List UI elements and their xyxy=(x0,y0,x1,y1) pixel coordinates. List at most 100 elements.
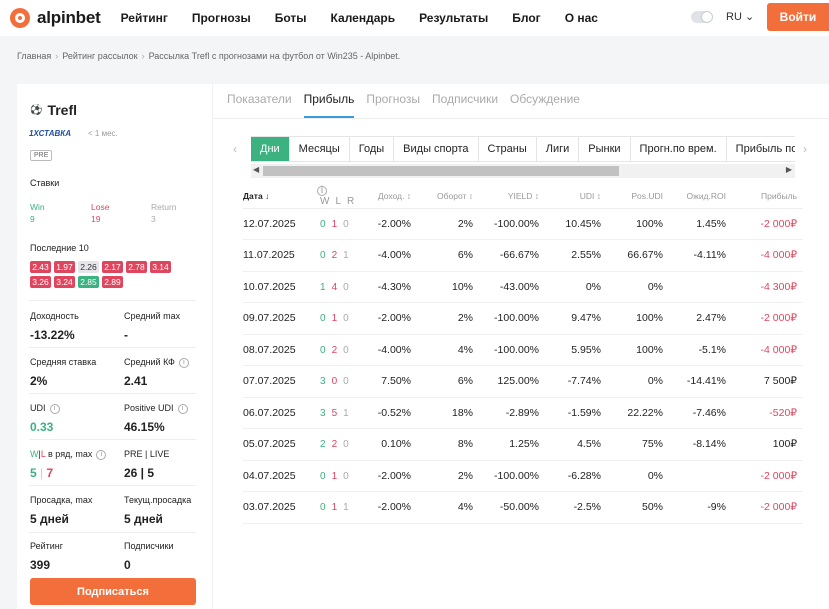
col-date[interactable]: Дата ↓ xyxy=(243,184,317,209)
scrollbar-thumb[interactable] xyxy=(263,166,619,176)
col-udi[interactable]: UDI ↕ xyxy=(545,184,607,209)
login-button[interactable]: Войти xyxy=(767,3,829,31)
filter-years[interactable]: Годы xyxy=(350,137,395,161)
col-profit: Прибыль xyxy=(732,184,803,209)
col-turnover[interactable]: Оборот ↕ xyxy=(417,184,479,209)
wl-streak-value: 5 | 7 xyxy=(30,466,54,480)
pre-badge: PRE xyxy=(30,150,53,161)
last10-chip: 2.26 xyxy=(78,261,99,273)
filter-markets[interactable]: Рынки xyxy=(579,137,631,161)
lose-label: Lose xyxy=(91,202,110,212)
nav-results[interactable]: Результаты xyxy=(419,11,489,25)
nav-calendar[interactable]: Календарь xyxy=(330,11,396,25)
subscribe-button[interactable]: Подписаться xyxy=(30,578,196,605)
main-nav: Рейтинг Прогнозы Боты Календарь Результа… xyxy=(121,11,622,25)
cell-profit: -4 000₽ xyxy=(732,334,803,366)
info-icon[interactable]: i xyxy=(49,403,60,414)
cell-income: -2.00% xyxy=(365,491,417,524)
tab-discussion[interactable]: Обсуждение xyxy=(510,92,580,106)
scroll-right-icon[interactable]: ▶ xyxy=(785,165,792,174)
scroll-left-icon[interactable]: ◀ xyxy=(253,165,260,174)
cell-date: 06.07.2025 xyxy=(243,397,317,429)
last10-chip: 2.89 xyxy=(102,276,123,288)
rating-value: 399 xyxy=(30,558,51,572)
last10-chip: 2.17 xyxy=(102,261,123,273)
tab-profit[interactable]: Прибыль xyxy=(303,92,355,118)
win-label: Win xyxy=(30,202,45,212)
info-icon[interactable]: i xyxy=(96,449,107,460)
logo[interactable]: alpinbet xyxy=(10,8,101,28)
cell-date: 07.07.2025 xyxy=(243,365,317,398)
table-row: 09.07.2025 0 1 0 -2.00% 2% -100.00% 9.47% 100% 2.… xyxy=(243,302,803,335)
breadcrumb-current: Рассылка Trefl с прогнозами на футбол от… xyxy=(148,51,401,61)
logo-icon xyxy=(10,8,30,28)
chevron-left-icon[interactable]: ‹ xyxy=(233,142,237,156)
profile-name: Trefl xyxy=(47,102,78,118)
col-income[interactable]: Доход. ↕ xyxy=(365,184,417,209)
table-row: 10.07.2025 1 4 0 -4.30% 10% -43.00% 0% 0% -4 300₽ xyxy=(243,271,803,303)
table-row: 12.07.2025 0 1 0 -2.00% 2% -100.00% 10.45% 100% 1… xyxy=(243,208,803,240)
cell-profit: -2 000₽ xyxy=(732,208,803,240)
tab-indicators[interactable]: Показатели xyxy=(227,92,292,106)
udi-label: UDI i xyxy=(30,403,60,414)
table-row: 03.07.2025 0 1 1 -2.00% 4% -50.00% -2.5% 50% -9% -… xyxy=(243,491,803,524)
info-icon[interactable]: i xyxy=(317,185,327,196)
logo-text: alpinbet xyxy=(37,8,101,27)
cell-income: -4.30% xyxy=(365,271,417,303)
filter-months[interactable]: Месяцы xyxy=(290,137,350,161)
breadcrumb-home[interactable]: Главная xyxy=(17,51,52,61)
language-select[interactable]: RU ⌄ xyxy=(726,11,755,23)
last10-chip: 2.78 xyxy=(126,261,147,273)
nav-forecasts[interactable]: Прогнозы xyxy=(191,11,251,25)
filter-tabs: Дни Месяцы Годы Виды спорта Страны Лиги … xyxy=(251,136,795,162)
avgmax-value: - xyxy=(124,328,128,342)
cell-udi: 5.95% xyxy=(545,334,607,366)
filter-forecast-time[interactable]: Прогн.по врем. xyxy=(631,137,727,161)
table-row: 06.07.2025 3 5 1 -0.52% 18% -2.89% -1.59% 22.22%… xyxy=(243,397,803,429)
cell-yield: -50.00% xyxy=(479,491,545,524)
filter-countries[interactable]: Страны xyxy=(479,137,537,161)
tab-subscribers[interactable]: Подписчики xyxy=(432,92,499,106)
theme-toggle[interactable] xyxy=(691,11,713,23)
nav-about[interactable]: О нас xyxy=(564,11,598,25)
cell-income: 7.50% xyxy=(365,365,417,398)
divider xyxy=(29,439,196,440)
nav-rating[interactable]: Рейтинг xyxy=(120,11,168,25)
cell-profit: -4 000₽ xyxy=(732,239,803,272)
tab-forecasts[interactable]: Прогнозы xyxy=(366,92,421,106)
cell-turnover: 2% xyxy=(417,460,479,492)
info-icon[interactable]: i xyxy=(177,403,188,414)
cell-income: -0.52% xyxy=(365,397,417,429)
cell-turnover: 2% xyxy=(417,302,479,335)
cell-yield: 125.00% xyxy=(479,365,545,398)
cell-pos-udi: 22.22% xyxy=(607,397,669,429)
horizontal-scrollbar[interactable]: ◀ ▶ xyxy=(251,164,795,178)
cell-pos-udi: 66.67% xyxy=(607,239,669,272)
pudi-label: Positive UDI i xyxy=(124,403,188,414)
cell-expected-roi: -14.41% xyxy=(669,365,732,398)
filter-sports[interactable]: Виды спорта xyxy=(394,137,479,161)
filter-leagues[interactable]: Лиги xyxy=(537,137,580,161)
cell-expected-roi xyxy=(669,460,732,492)
main-panel: Показатели Прибыль Прогнозы Подписчики О… xyxy=(212,84,829,609)
subscribers-label: Подписчики xyxy=(124,541,174,551)
chevron-right-icon[interactable]: › xyxy=(803,142,807,156)
nav-bots[interactable]: Боты xyxy=(274,11,307,25)
cell-udi: 0% xyxy=(545,271,607,303)
nav-blog[interactable]: Блог xyxy=(512,11,541,25)
filter-days[interactable]: Дни xyxy=(251,137,290,161)
cell-udi: 9.47% xyxy=(545,302,607,335)
cell-pos-udi: 0% xyxy=(607,365,669,398)
cell-expected-roi: -7.46% xyxy=(669,397,732,429)
info-icon[interactable]: i xyxy=(178,357,189,368)
breadcrumb-rating[interactable]: Рейтинг рассылок xyxy=(62,51,138,61)
divider xyxy=(29,347,196,348)
yield-label: Доходность xyxy=(30,311,79,321)
col-yield[interactable]: YIELD ↕ xyxy=(479,184,545,209)
col-expected-roi: Ожид.ROI xyxy=(669,184,732,209)
chevron-right-icon: › xyxy=(55,51,59,61)
drawdown-value: 5 дней xyxy=(30,512,69,526)
filter-profit-time[interactable]: Прибыль по вре xyxy=(727,137,795,161)
